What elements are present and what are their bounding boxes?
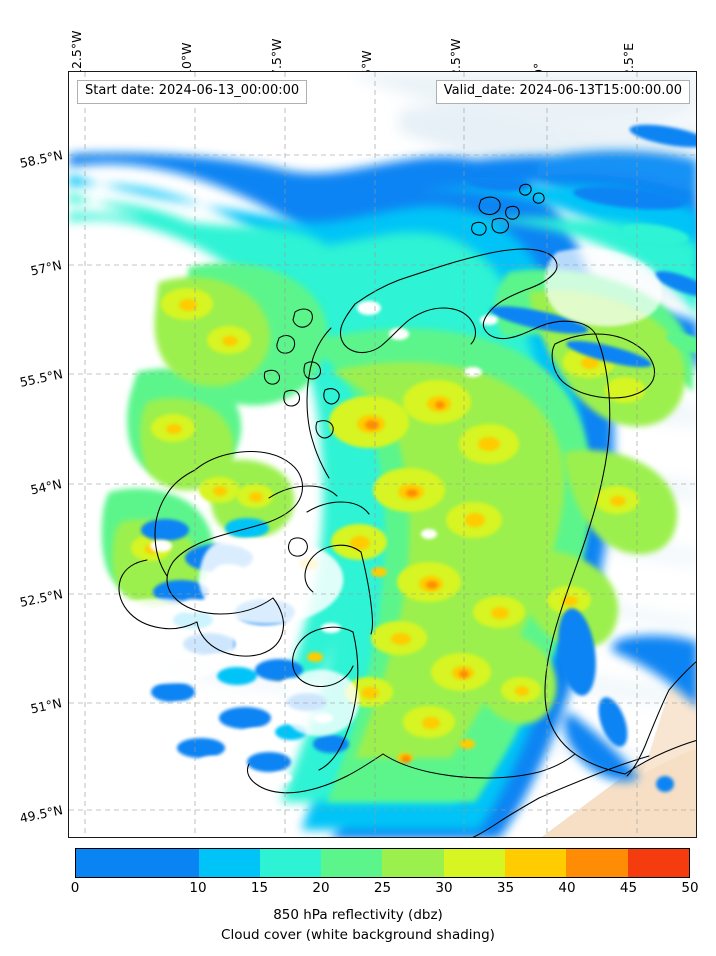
colorbar-tick-label: 30: [435, 880, 453, 896]
colorbar-tick-label: 40: [558, 880, 576, 896]
colorbar-segment: [321, 849, 383, 877]
clear-air-gaps: [69, 248, 662, 837]
colorbar-segment: [382, 849, 444, 877]
caption-line-1: 850 hPa reflectivity (dbz): [273, 907, 443, 923]
colorbar-tick-label: 20: [312, 880, 330, 896]
reflectivity-layer-30-35dbz: [131, 288, 645, 738]
reflectivity-map-panel[interactable]: Start date: 2024-06-13_00:00:00 Valid_da…: [68, 71, 697, 838]
colorbar-segment: [198, 849, 260, 877]
y-tick-label: 54°N: [29, 476, 64, 498]
colorbar-tick-label: 45: [619, 880, 638, 896]
map-raster: [69, 72, 696, 837]
y-tick-label: 57°N: [29, 257, 64, 279]
colorbar-tick-label: 10: [189, 880, 207, 896]
colorbar-tick-label: 25: [373, 880, 392, 896]
colorbar-tick-label: 15: [250, 880, 269, 896]
y-tick-label: 51°N: [29, 695, 64, 717]
colorbar-tick-label: 0: [70, 880, 80, 896]
y-tick-label: 55.5°N: [17, 366, 64, 390]
colorbar-segment: [566, 849, 628, 877]
colorbar-segment: [259, 849, 322, 877]
reflectivity-layer-35-40dbz: [145, 299, 626, 763]
coastlines: [118, 183, 696, 837]
caption-line-2: Cloud cover (white background shading): [221, 926, 495, 943]
colorbar-segment: [627, 849, 689, 877]
colorbar-tick-label: 50: [681, 880, 699, 896]
colorbar-caption: 850 hPa reflectivity (dbz) Cloud cover (…: [0, 906, 716, 945]
colorbar-segment: [76, 849, 199, 877]
colorbar-tick-labels: 0 10 15 20 25 30 35 40 45 50: [71, 880, 699, 898]
colorbar-segment: [443, 849, 506, 877]
y-tick-label: 58.5°N: [17, 147, 64, 171]
colorbar[interactable]: [75, 848, 690, 878]
colorbar-segment: [505, 849, 567, 877]
valid-date-annotation: Valid_date: 2024-06-13T15:00:00.00: [435, 80, 690, 104]
colorbar-tick-label: 35: [496, 880, 515, 896]
graticule-gridlines: [69, 72, 696, 837]
y-tick-label: 49.5°N: [17, 802, 64, 826]
start-date-annotation: Start date: 2024-06-13_00:00:00: [77, 80, 308, 104]
y-tick-label: 52.5°N: [17, 586, 64, 610]
